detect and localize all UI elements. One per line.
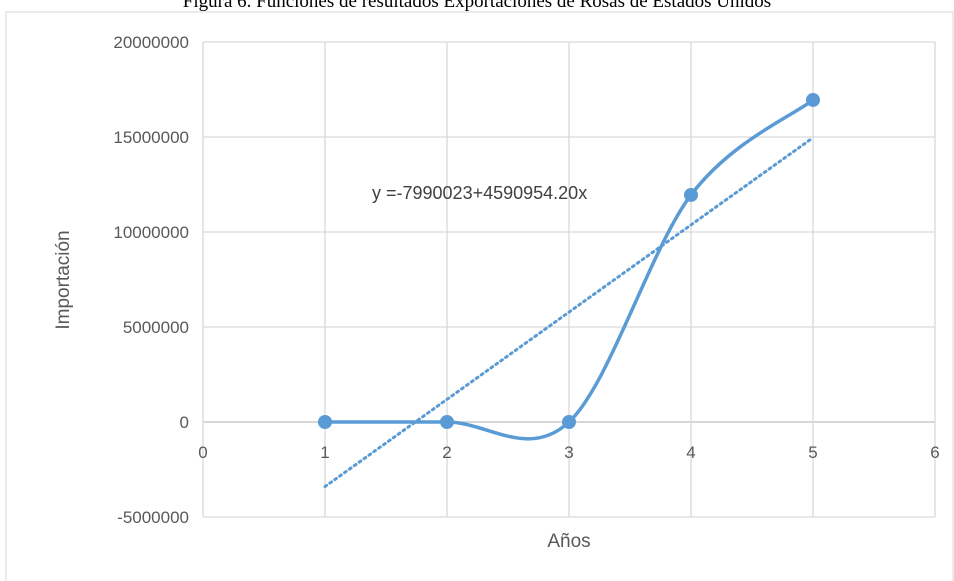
chart-border bbox=[5, 11, 954, 581]
gridlines bbox=[202, 41, 936, 518]
x-tick-label: 1 bbox=[320, 443, 329, 462]
y-tick-label: -5000000 bbox=[117, 508, 189, 527]
y-tick-label: 20000000 bbox=[113, 33, 189, 52]
y-tick-label: 0 bbox=[180, 413, 189, 432]
chart-title: Figura 6. Funciones de resultados Export… bbox=[182, 0, 772, 12]
y-axis-title: Importación bbox=[53, 230, 74, 329]
x-tick-label: 0 bbox=[198, 443, 207, 462]
x-tick-label: 2 bbox=[442, 443, 451, 462]
data-markers bbox=[318, 92, 820, 429]
data-point bbox=[318, 415, 332, 429]
y-tick-label: 15000000 bbox=[113, 128, 189, 147]
x-tick-label: 4 bbox=[686, 443, 695, 462]
tick-labels: -5000000 0 5000000 10000000 15000000 20000000… bbox=[113, 33, 939, 527]
x-tick-label: 5 bbox=[808, 443, 817, 462]
y-tick-label: 5000000 bbox=[123, 318, 189, 337]
trendline-equation: y =-7990023+4590954.20x bbox=[372, 183, 587, 203]
data-point bbox=[684, 187, 698, 202]
trendline bbox=[323, 136, 815, 489]
x-axis-title: Años bbox=[547, 531, 590, 552]
x-tick-label: 3 bbox=[564, 443, 573, 462]
series-line bbox=[324, 98, 815, 441]
data-point bbox=[806, 92, 820, 107]
x-tick-label: 6 bbox=[930, 443, 939, 462]
data-point bbox=[562, 415, 576, 429]
data-point bbox=[440, 415, 454, 429]
y-tick-label: 10000000 bbox=[113, 223, 189, 242]
